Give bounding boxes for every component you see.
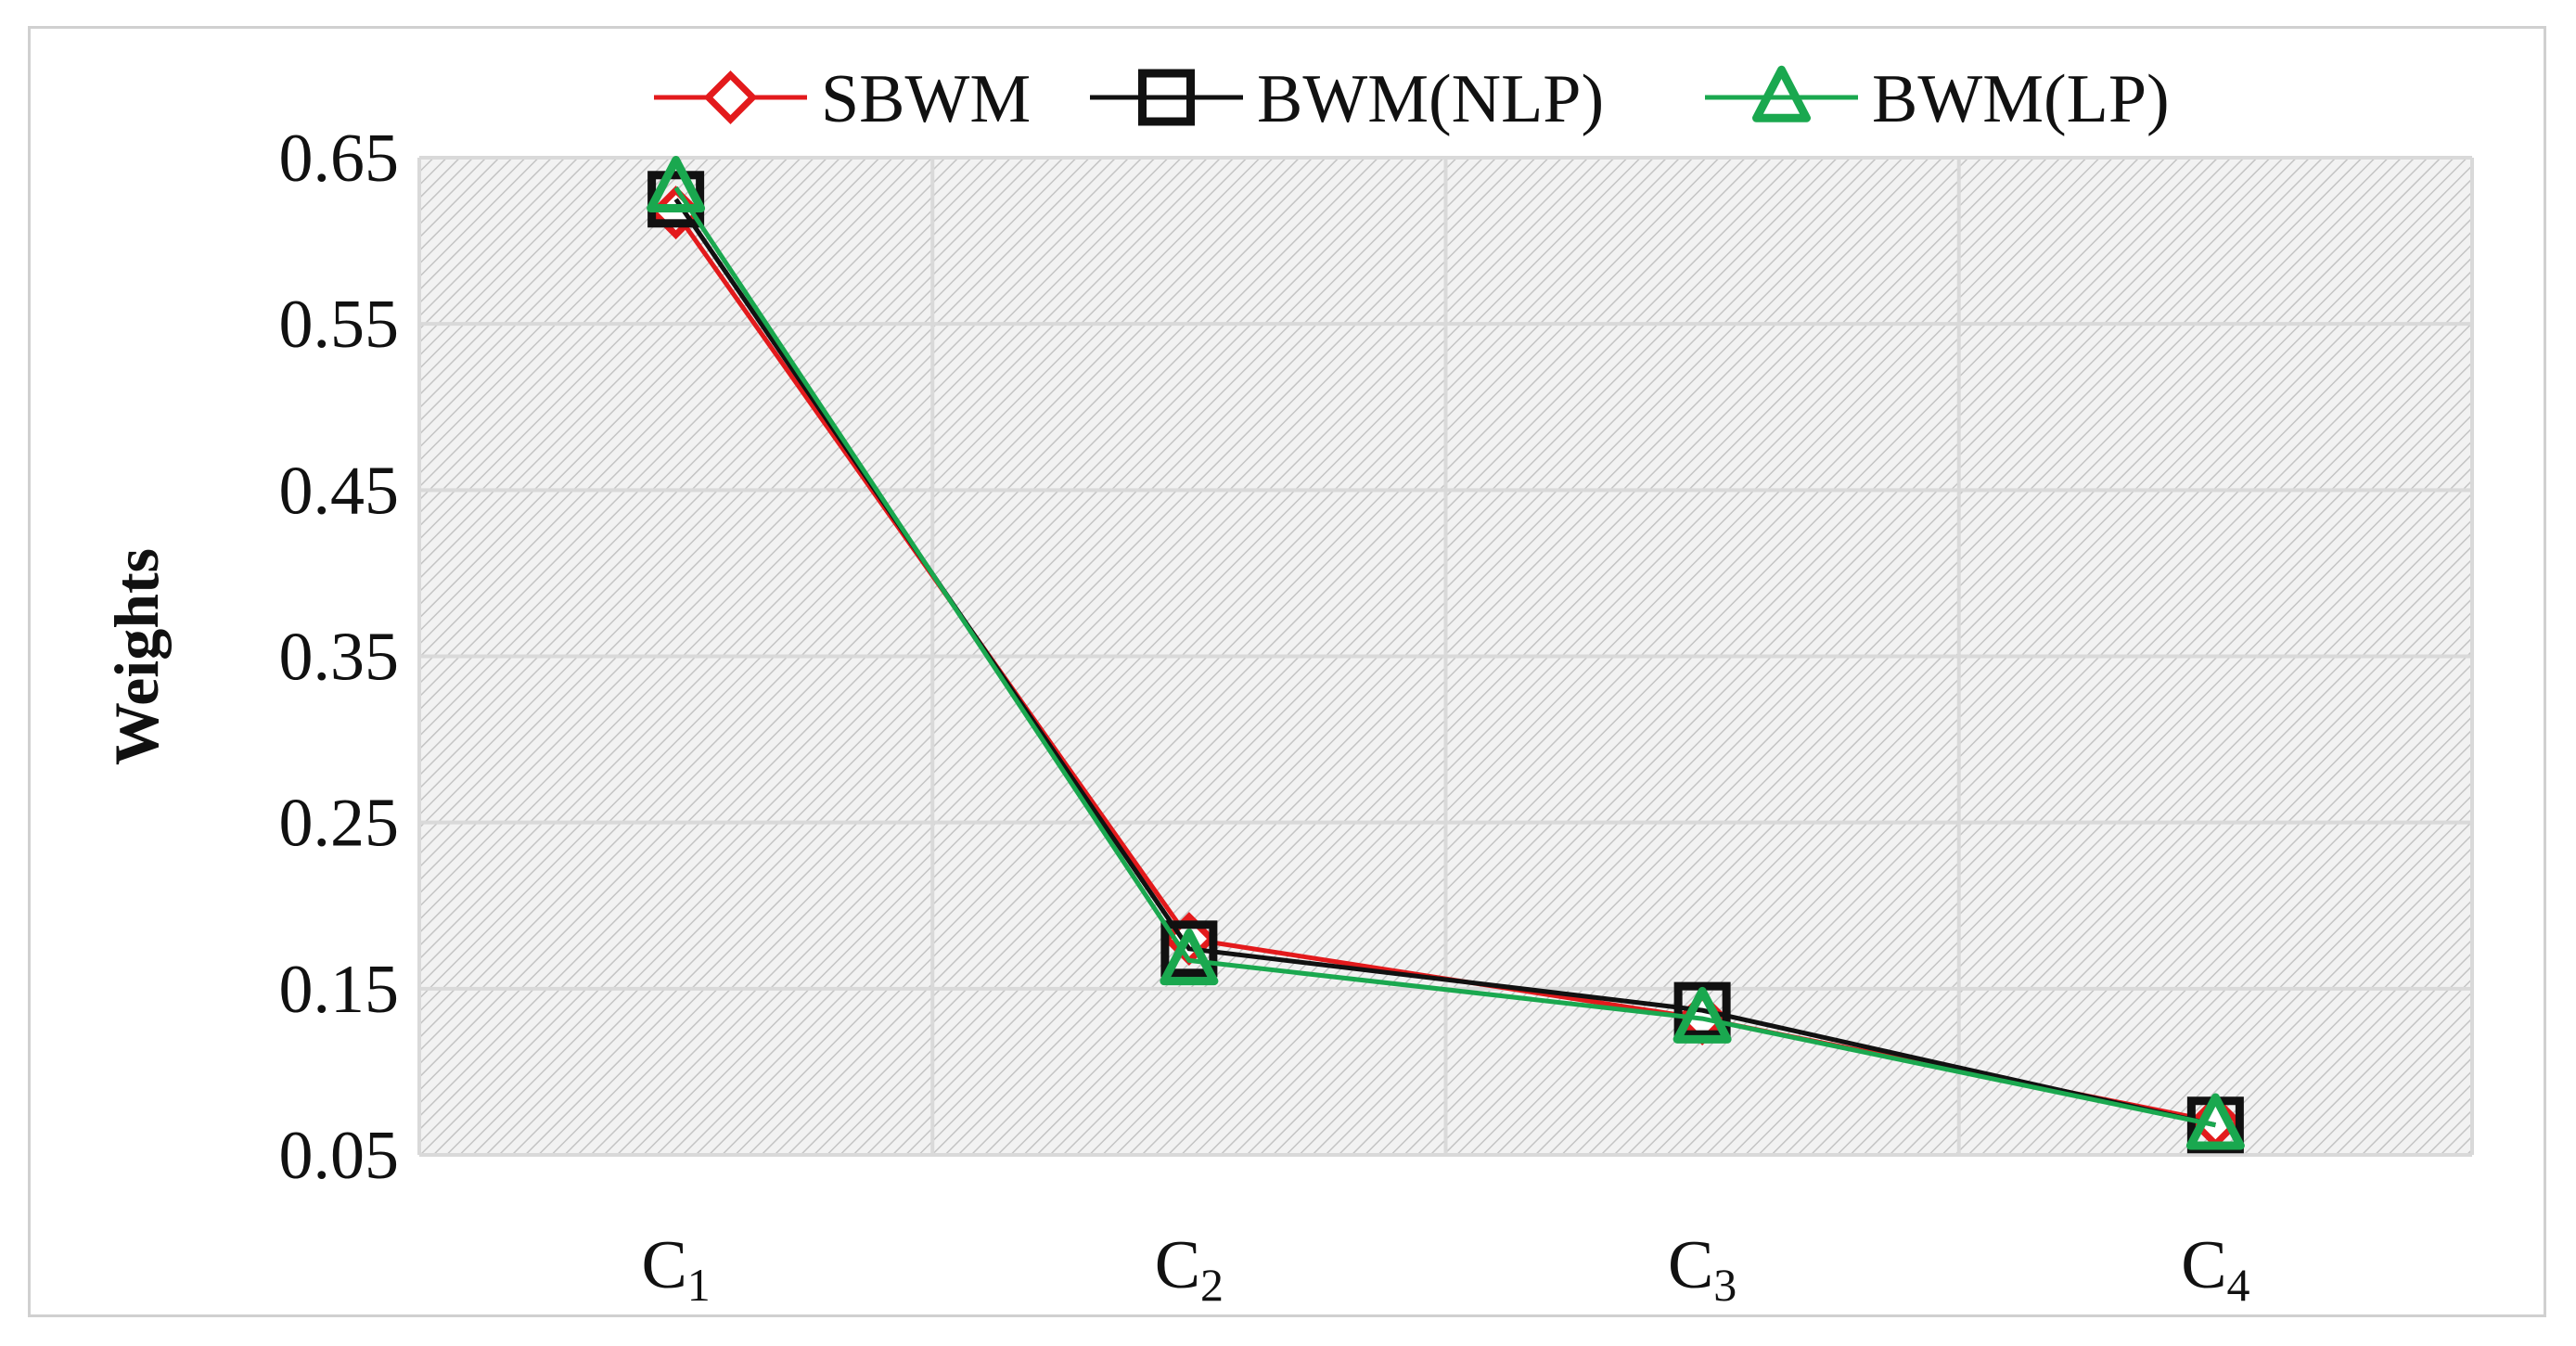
legend: SBWM BWM(NLP) BWM(LP) (654, 61, 2170, 137)
category-subscript: 4 (2227, 1259, 2250, 1311)
y-tick-label: 0.25 (279, 786, 400, 862)
x-tick-label: C3 (1668, 1227, 1737, 1311)
data-point-marker (647, 156, 706, 213)
legend-label: BWM(NLP) (1257, 61, 1604, 137)
y-tick-labels: 0.65 0.55 0.45 0.35 0.25 0.15 0.05 (279, 121, 400, 1194)
x-tick-labels: C1 C2 C3 C4 (641, 1227, 2249, 1311)
legend-marker (1752, 65, 1811, 122)
category-subscript: 2 (1200, 1259, 1224, 1311)
data-point-marker (1160, 929, 1219, 986)
data-point-marker (1160, 920, 1218, 978)
category-base: C (1155, 1227, 1200, 1303)
data-point-marker (2185, 1093, 2245, 1150)
legend-item: BWM(NLP) (1090, 61, 1604, 137)
data-point-marker (1673, 981, 1731, 1039)
y-tick-label: 0.15 (279, 952, 400, 1028)
legend-item: SBWM (654, 61, 1031, 137)
legend-label: SBWM (821, 61, 1031, 137)
series-line (673, 186, 2216, 1128)
legend-label: BWM(LP) (1872, 61, 2170, 137)
legend-marker (1138, 69, 1195, 126)
category-subscript: 1 (687, 1259, 711, 1311)
series-bwm-lp- (647, 156, 2245, 1150)
legend-item: BWM(LP) (1705, 61, 2170, 137)
category-subscript: 3 (1713, 1259, 1737, 1311)
series-lines (647, 156, 2245, 1154)
x-tick-label: C4 (2181, 1227, 2249, 1311)
y-tick-label: 0.55 (279, 287, 400, 363)
category-base: C (641, 1227, 686, 1303)
x-tick-label: C2 (1155, 1227, 1224, 1311)
y-axis-title: Weights (101, 548, 172, 765)
data-point-marker (1672, 986, 1732, 1044)
y-tick-label: 0.65 (279, 121, 400, 197)
x-tick-label: C1 (641, 1227, 710, 1311)
legend-marker (703, 71, 758, 124)
y-tick-label: 0.45 (279, 453, 400, 529)
category-base: C (2181, 1227, 2226, 1303)
y-tick-label: 0.05 (279, 1118, 400, 1194)
y-tick-label: 0.35 (279, 620, 400, 696)
category-base: C (1668, 1227, 1713, 1303)
